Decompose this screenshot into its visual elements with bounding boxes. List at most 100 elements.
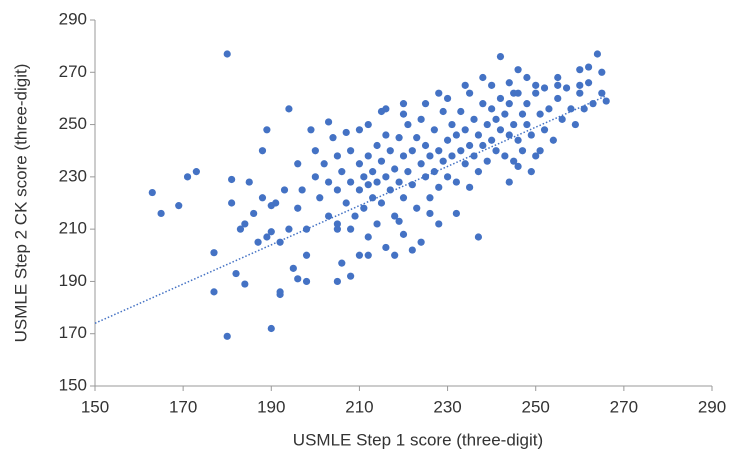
point	[280, 186, 289, 194]
point	[421, 100, 430, 108]
point	[338, 168, 346, 176]
point	[598, 89, 606, 97]
point	[549, 136, 557, 144]
x-tick-label: 270	[610, 397, 638, 416]
point	[175, 202, 183, 210]
point	[545, 105, 553, 113]
point	[382, 243, 390, 252]
point	[373, 220, 381, 228]
point	[413, 204, 421, 212]
point	[585, 63, 593, 71]
point	[263, 233, 271, 241]
point	[532, 89, 540, 97]
point	[514, 66, 522, 74]
point	[514, 136, 522, 144]
x-tick-label: 210	[345, 397, 373, 416]
point	[386, 147, 394, 155]
point	[483, 120, 491, 129]
point	[466, 89, 474, 97]
point	[294, 204, 302, 212]
point	[435, 220, 443, 228]
point	[461, 81, 469, 89]
point	[430, 126, 438, 134]
y-tick-label: 290	[59, 9, 87, 28]
point	[448, 120, 456, 129]
point	[391, 165, 399, 173]
point	[355, 186, 364, 194]
point	[285, 105, 293, 113]
point	[501, 110, 509, 118]
point	[241, 280, 249, 288]
point	[576, 66, 584, 74]
x-tick-label: 170	[169, 397, 197, 416]
point	[488, 105, 496, 113]
x-tick-label: 290	[698, 397, 726, 416]
y-tick-label: 250	[59, 114, 87, 133]
point	[426, 209, 434, 218]
point	[298, 186, 306, 194]
point	[377, 107, 386, 116]
point	[360, 204, 368, 212]
point	[369, 168, 377, 176]
point	[324, 178, 333, 186]
point	[258, 194, 267, 202]
point	[364, 152, 372, 160]
point	[311, 147, 319, 155]
point	[496, 94, 505, 103]
point	[413, 134, 421, 142]
point	[360, 173, 368, 181]
point	[320, 160, 328, 168]
point	[523, 100, 531, 108]
point	[443, 173, 452, 181]
point	[540, 126, 549, 134]
y-tick-label: 270	[59, 62, 87, 81]
point	[241, 220, 249, 228]
point	[571, 120, 579, 129]
point	[593, 50, 602, 58]
x-tick-label: 230	[433, 397, 461, 416]
point	[294, 275, 302, 283]
point	[333, 277, 341, 286]
y-tick-label: 170	[59, 323, 87, 342]
point	[474, 131, 483, 139]
point	[316, 194, 324, 202]
point	[461, 126, 469, 134]
point	[391, 212, 399, 220]
point	[395, 217, 403, 225]
point	[443, 94, 452, 103]
point	[466, 183, 474, 191]
point	[183, 173, 192, 181]
point	[395, 134, 403, 142]
point	[355, 126, 364, 134]
point	[576, 81, 584, 89]
point	[532, 81, 540, 89]
y-axis-title: USMLE Step 2 CK score (three-digit)	[11, 64, 30, 343]
point	[408, 181, 416, 189]
point	[267, 202, 275, 210]
point	[210, 249, 218, 257]
point	[351, 212, 359, 220]
point	[408, 246, 416, 254]
x-tick-label: 150	[81, 397, 109, 416]
point	[364, 233, 372, 241]
point	[267, 228, 275, 236]
point	[399, 100, 408, 108]
point	[404, 168, 412, 176]
point	[228, 199, 236, 207]
point	[347, 225, 355, 233]
point	[435, 183, 443, 191]
point	[285, 225, 293, 233]
point	[347, 147, 355, 155]
point	[435, 89, 443, 97]
point	[540, 84, 549, 92]
point	[192, 168, 200, 176]
point	[501, 152, 509, 160]
point	[457, 147, 465, 155]
point	[527, 168, 535, 176]
point	[554, 73, 562, 82]
y-tick-label: 190	[59, 271, 87, 290]
point	[324, 118, 333, 126]
y-tick-label: 210	[59, 219, 87, 238]
